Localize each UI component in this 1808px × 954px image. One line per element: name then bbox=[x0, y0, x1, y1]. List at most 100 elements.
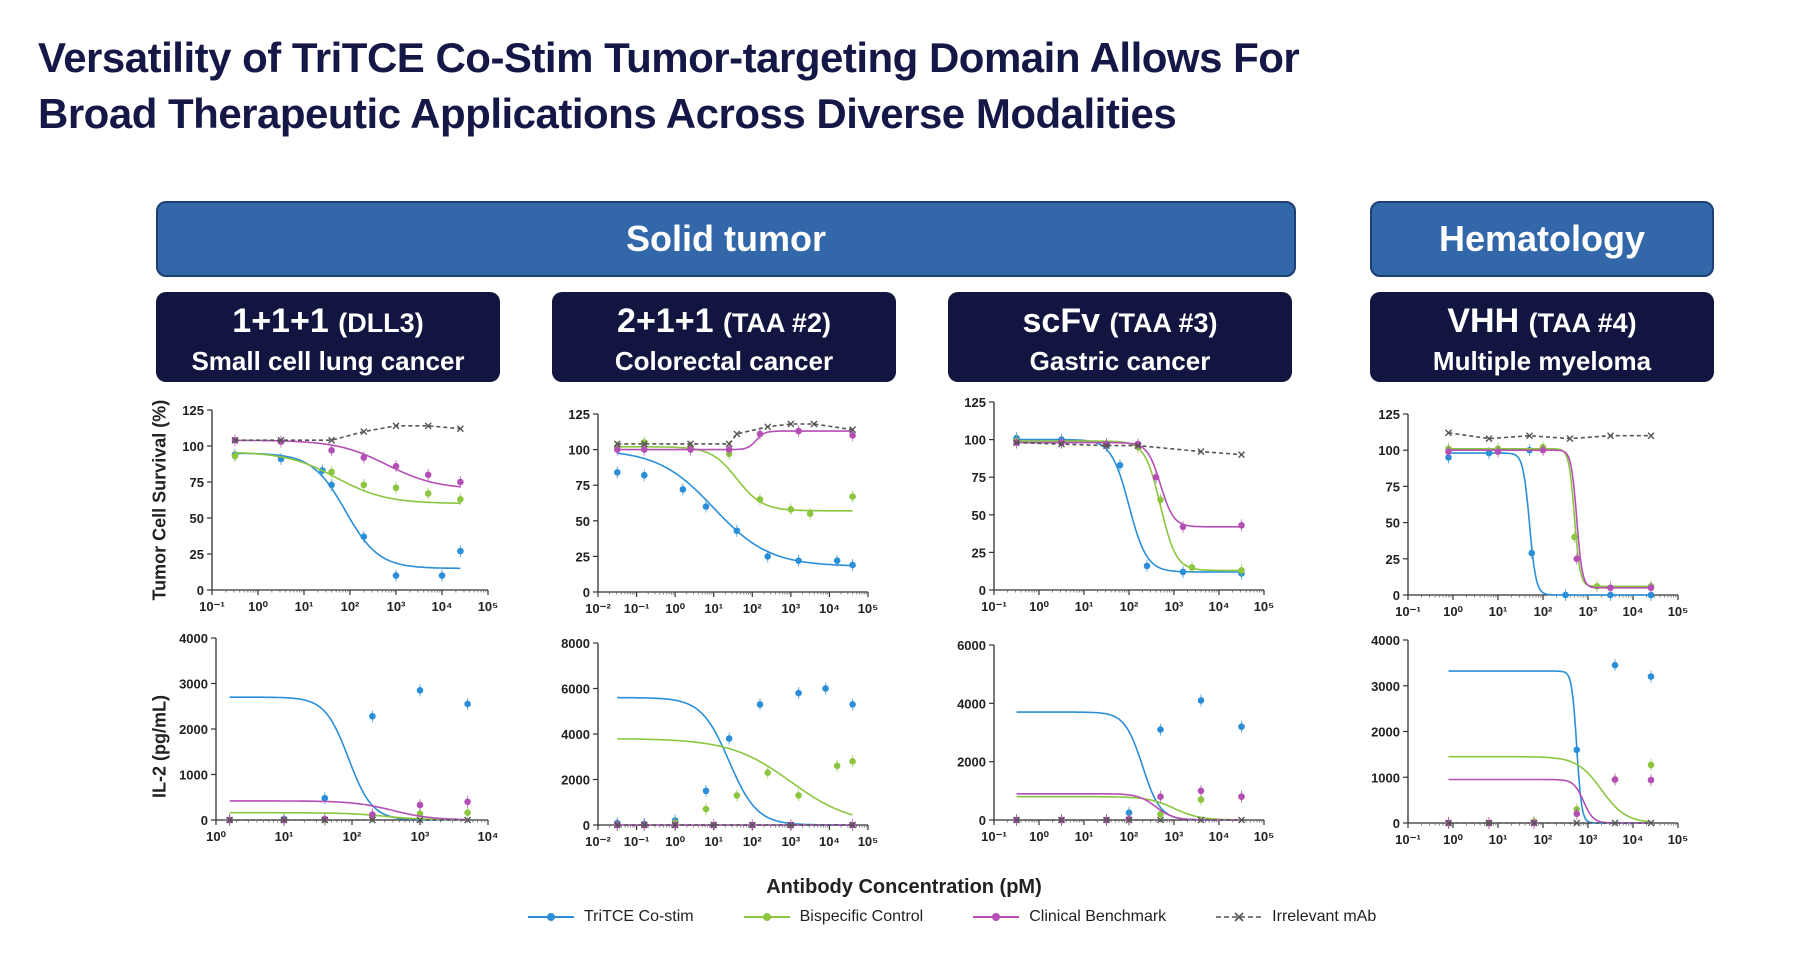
data-point bbox=[822, 685, 829, 692]
y-tick-label: 4000 bbox=[957, 696, 986, 711]
data-point bbox=[1530, 819, 1538, 827]
data-point bbox=[1103, 440, 1110, 448]
data-point bbox=[226, 816, 234, 824]
chart-7: 0 2000 4000 6000 10⁻¹ 10⁰ 10¹ 10² 10³ 10⁴ 10⁵ bbox=[957, 638, 1274, 844]
data-point bbox=[280, 816, 288, 824]
data-point bbox=[1607, 591, 1614, 599]
data-point bbox=[1134, 440, 1142, 448]
x-tick-label: 10⁰ bbox=[665, 834, 685, 849]
data-point bbox=[810, 420, 818, 428]
x-tick-label: 10⁻¹ bbox=[624, 834, 650, 849]
data-point bbox=[849, 426, 857, 434]
data-point bbox=[1116, 461, 1124, 469]
y-tick-label: 1000 bbox=[1371, 770, 1400, 785]
legend-swatch-bispecific bbox=[743, 913, 790, 921]
y-tick-label: 125 bbox=[1378, 407, 1400, 422]
data-point bbox=[1179, 568, 1187, 576]
y-tick-label: 4000 bbox=[561, 727, 590, 742]
y-tick-label: 2000 bbox=[957, 755, 986, 770]
data-point bbox=[1530, 818, 1538, 825]
legend-swatch-tritce bbox=[528, 913, 574, 921]
data-point bbox=[671, 821, 679, 829]
data-point bbox=[1103, 440, 1110, 448]
y-tick-label: 4000 bbox=[1371, 633, 1400, 648]
data-point bbox=[1238, 570, 1245, 577]
panel-format: 2+1+1 bbox=[617, 302, 714, 340]
x-tick-label: 10⁻¹ bbox=[1395, 604, 1421, 619]
data-point bbox=[640, 820, 648, 828]
data-point bbox=[679, 486, 687, 493]
data-point bbox=[725, 450, 733, 458]
series-line bbox=[617, 696, 853, 826]
data-point bbox=[849, 821, 857, 829]
data-point bbox=[748, 821, 756, 829]
data-point bbox=[640, 440, 648, 448]
data-point bbox=[1445, 819, 1452, 827]
x-tick-label: 10¹ bbox=[1075, 599, 1094, 614]
data-point bbox=[1125, 816, 1133, 823]
data-point bbox=[392, 484, 400, 492]
panel-indication: Gastric cancer bbox=[1029, 346, 1211, 376]
x-tick-label: 10⁴ bbox=[1209, 829, 1230, 844]
data-point bbox=[1611, 819, 1619, 827]
series-line bbox=[235, 452, 461, 570]
legend: TriTCE Co-stim Bispecific Control Clinic… bbox=[526, 908, 1376, 926]
x-tick-label: 10³ bbox=[781, 601, 800, 616]
data-point bbox=[231, 451, 239, 458]
x-tick-label: 10² bbox=[1120, 599, 1139, 614]
data-point bbox=[319, 467, 326, 474]
data-point bbox=[1562, 591, 1569, 599]
series-line bbox=[1448, 755, 1652, 823]
data-point bbox=[1494, 448, 1502, 455]
data-point bbox=[795, 792, 802, 799]
data-point bbox=[640, 821, 648, 829]
data-point bbox=[1647, 584, 1655, 592]
data-point bbox=[1611, 776, 1619, 783]
y-tick-label: 75 bbox=[190, 475, 204, 490]
data-point bbox=[849, 758, 856, 765]
x-tick-label: 10⁻² bbox=[585, 834, 611, 849]
data-point bbox=[1485, 819, 1493, 827]
data-point bbox=[733, 792, 741, 799]
x-tick-label: 10² bbox=[743, 601, 762, 616]
series-line bbox=[1016, 441, 1242, 456]
x-tick-label: 10⁵ bbox=[1668, 832, 1689, 847]
series-line bbox=[1016, 711, 1242, 821]
data-point bbox=[1445, 454, 1452, 461]
data-point bbox=[613, 440, 621, 448]
data-point bbox=[321, 794, 329, 802]
y-tick-label: 75 bbox=[576, 478, 590, 493]
data-point bbox=[640, 821, 648, 829]
data-point bbox=[1445, 445, 1452, 453]
panel-indication: Multiple myeloma bbox=[1432, 346, 1652, 376]
data-point bbox=[368, 816, 376, 824]
data-point bbox=[392, 462, 400, 470]
panel-target: (TAA #4) bbox=[1528, 308, 1637, 338]
data-point bbox=[438, 572, 446, 579]
data-point bbox=[280, 816, 288, 824]
data-point bbox=[226, 816, 233, 824]
y-tick-label: 125 bbox=[182, 403, 204, 418]
data-point bbox=[613, 469, 621, 476]
data-point bbox=[1445, 819, 1452, 827]
data-point bbox=[1573, 819, 1581, 827]
x-tick-label: 10² bbox=[343, 829, 362, 844]
data-point bbox=[1134, 442, 1142, 450]
data-point bbox=[1058, 816, 1065, 824]
data-point bbox=[416, 687, 424, 694]
data-point bbox=[360, 454, 368, 461]
series-line bbox=[1016, 795, 1242, 821]
data-point bbox=[702, 805, 710, 813]
x-tick-label: 10⁴ bbox=[1623, 832, 1644, 847]
y-tick-label: 25 bbox=[576, 549, 590, 564]
data-point bbox=[1013, 439, 1020, 446]
data-point bbox=[277, 455, 285, 463]
data-point bbox=[457, 478, 464, 486]
data-point bbox=[1607, 584, 1614, 592]
data-point bbox=[231, 436, 239, 444]
data-point bbox=[613, 821, 621, 829]
panel-target: (DLL3) bbox=[338, 308, 424, 338]
legend-item-irrelevant: Irrelevant mAb bbox=[1214, 908, 1376, 926]
data-point bbox=[1485, 435, 1493, 443]
data-point bbox=[1573, 746, 1581, 754]
